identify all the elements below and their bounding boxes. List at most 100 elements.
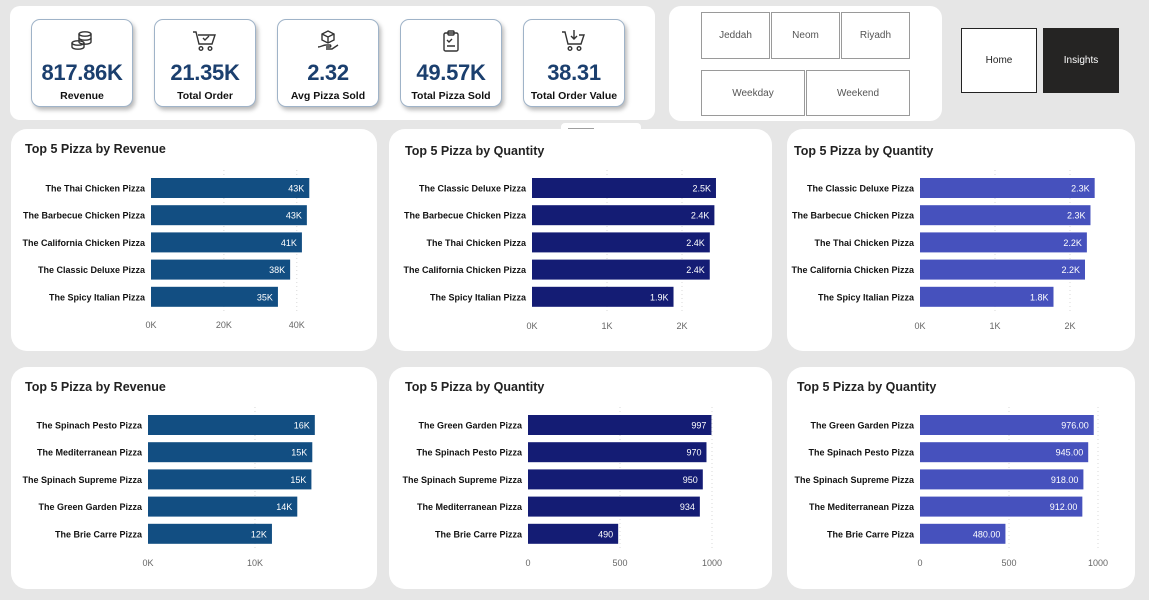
chart-card-quantity-alt-bottom: Top 5 Pizza by Quantity The Green Garden…: [787, 367, 1135, 589]
data-label: 35K: [257, 292, 273, 302]
chart-title: Top 5 Pizza by Revenue: [25, 380, 166, 394]
category-label: The Barbecue Chicken Pizza: [404, 211, 527, 221]
category-label: The Spinach Pesto Pizza: [808, 448, 915, 458]
data-label: 43K: [288, 184, 304, 194]
tick-label: 1000: [1088, 558, 1108, 568]
data-label: 918.00: [1051, 475, 1079, 485]
bar: [148, 442, 313, 463]
bar-chart-quantity-top: The Classic Deluxe Pizza 2.5K The Barbecue…: [403, 170, 716, 331]
data-label: 2.2K: [1061, 265, 1080, 275]
chart-card-quantity-bottom: Top 5 Pizza by Quantity The Green Garden…: [389, 367, 772, 589]
tick-label: 40K: [289, 320, 305, 330]
city-filter-neom[interactable]: Neom: [771, 12, 840, 59]
kpi-card-total-order[interactable]: 21.35K Total Order: [154, 19, 256, 107]
category-label: The Spicy Italian Pizza: [49, 292, 146, 302]
chart-card-revenue-bottom: Top 5 Pizza by Revenue The Spinach Pesto…: [11, 367, 377, 589]
tick-label: 1K: [601, 321, 612, 331]
data-label: 976.00: [1061, 421, 1089, 431]
data-label: 41K: [281, 238, 297, 248]
category-label: The Spinach Pesto Pizza: [416, 448, 523, 458]
data-label: 970: [686, 448, 701, 458]
kpi-label: Total Order Value: [530, 90, 618, 102]
category-label: The Green Garden Pizza: [418, 421, 523, 431]
data-label: 2.3K: [1071, 184, 1090, 194]
data-label: 950: [683, 475, 698, 485]
kpi-value: 49.57K: [416, 60, 486, 85]
data-label: 490: [598, 529, 613, 539]
category-label: The Classic Deluxe Pizza: [807, 184, 915, 194]
category-label: The Green Garden Pizza: [810, 421, 915, 431]
tick-label: 500: [1001, 558, 1016, 568]
bar: [532, 286, 674, 307]
tick-label: 0K: [142, 558, 153, 568]
chart-title: Top 5 Pizza by Quantity: [405, 380, 545, 394]
bar: [148, 415, 315, 435]
data-label: 14K: [276, 502, 292, 512]
bar: [920, 523, 1006, 544]
kpi-value: 817.86K: [41, 60, 123, 85]
category-label: The Spinach Pesto Pizza: [36, 421, 143, 431]
chart-card-quantity-top: Top 5 Pizza by Quantity The Classic Delu…: [389, 129, 772, 351]
data-label: 43K: [286, 211, 302, 221]
bar: [151, 259, 291, 280]
data-label: 1.9K: [650, 292, 669, 302]
data-label: 912.00: [1050, 502, 1078, 512]
chart-title: Top 5 Pizza by Quantity: [794, 144, 934, 158]
category-label: The Brie Carre Pizza: [55, 529, 143, 539]
kpi-card-total-order-value[interactable]: 38.31 Total Order Value: [523, 19, 625, 107]
kpi-label: Total Pizza Sold: [411, 90, 491, 102]
city-filter-jeddah[interactable]: Jeddah: [701, 12, 770, 59]
bar-chart-quantity-alt-bottom: The Green Garden Pizza 976.00 The Spinach …: [794, 407, 1108, 568]
data-label: 945.00: [1056, 448, 1084, 458]
day-filter-weekday[interactable]: Weekday: [701, 70, 805, 116]
kpi-value: 38.31: [547, 60, 601, 85]
bar: [920, 442, 1089, 463]
kpi-card-total-pizza-sold[interactable]: 49.57K Total Pizza Sold: [400, 19, 502, 107]
tick-label: 0K: [526, 321, 537, 331]
category-label: The Mediterranean Pizza: [417, 502, 523, 512]
day-filter-weekend[interactable]: Weekend: [806, 70, 910, 116]
category-label: The Classic Deluxe Pizza: [419, 184, 527, 194]
insights-button[interactable]: Insights: [1043, 28, 1119, 93]
tick-label: 2K: [676, 321, 687, 331]
kpi-label: Avg Pizza Sold: [290, 90, 366, 102]
bar: [920, 415, 1094, 435]
chart-title: Top 5 Pizza by Quantity: [797, 380, 937, 394]
kpi-card-avg-pizza-sold[interactable]: 2.32 Avg Pizza Sold: [277, 19, 379, 107]
chart-title: Top 5 Pizza by Quantity: [405, 144, 545, 158]
chart-title: Top 5 Pizza by Revenue: [25, 142, 166, 156]
data-label: 1.8K: [1030, 292, 1049, 302]
kpi-label: Revenue: [60, 90, 104, 102]
tick-label: 500: [612, 558, 627, 568]
tick-label: 20K: [216, 320, 232, 330]
tick-label: 0K: [914, 321, 925, 331]
data-label: 2.4K: [691, 211, 710, 221]
data-label: 997: [691, 421, 706, 431]
tick-label: 1000: [702, 558, 722, 568]
bar: [528, 496, 700, 517]
data-label: 2.4K: [686, 238, 705, 248]
bar: [532, 232, 710, 253]
kpi-value: 21.35K: [170, 60, 240, 85]
tick-label: 0K: [145, 320, 156, 330]
category-label: The Spinach Supreme Pizza: [402, 475, 523, 485]
data-label: 480.00: [973, 529, 1001, 539]
bar: [148, 523, 272, 544]
bar: [920, 232, 1087, 253]
bar: [528, 523, 619, 544]
chart-card-quantity-alt-top: Top 5 Pizza by Quantity The Classic Delu…: [787, 129, 1135, 351]
home-button[interactable]: Home: [961, 28, 1037, 93]
category-label: The Spicy Italian Pizza: [430, 292, 527, 302]
bar-chart-revenue-top: The Thai Chicken Pizza 43K The Barbecue Ch…: [22, 170, 310, 330]
kpi-value: 2.32: [307, 60, 349, 85]
bar: [920, 496, 1083, 517]
category-label: The Classic Deluxe Pizza: [38, 265, 146, 275]
category-label: The Brie Carre Pizza: [435, 529, 523, 539]
data-label: 15K: [290, 475, 306, 485]
category-label: The California Chicken Pizza: [403, 265, 527, 275]
city-filter-riyadh[interactable]: Riyadh: [841, 12, 910, 59]
category-label: The California Chicken Pizza: [22, 238, 146, 248]
kpi-card-revenue[interactable]: 817.86K Revenue: [31, 19, 133, 107]
tick-label: 1K: [989, 321, 1000, 331]
cart-download-icon: [524, 29, 624, 53]
